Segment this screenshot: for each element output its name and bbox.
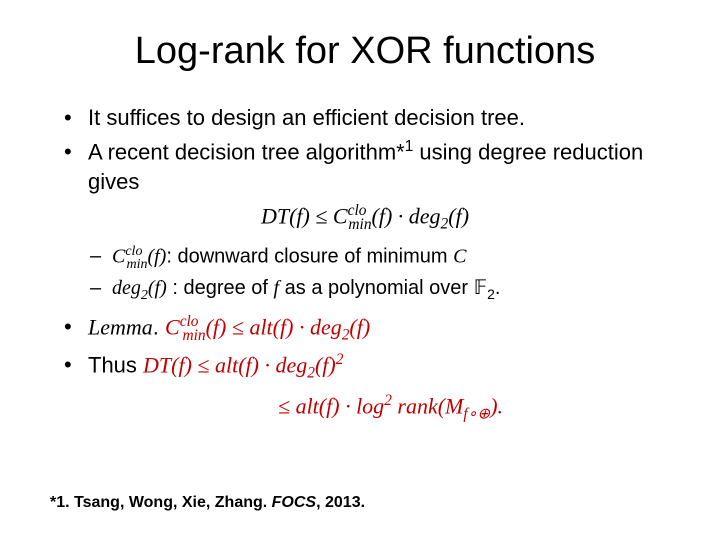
- s1-arg: (f): [147, 246, 166, 268]
- s2-arg: (f): [148, 277, 167, 299]
- sub-item-2: deg2(f) : degree of f as a polynomial ov…: [90, 274, 680, 306]
- thus-line2-mid: rank(M: [392, 393, 463, 418]
- formula1-sub1: min: [348, 216, 371, 233]
- s2-sub: 2: [141, 288, 148, 303]
- thus-line1-mid: (f): [315, 353, 336, 378]
- footnote-venue: FOCS: [272, 494, 316, 511]
- sub-item-1: Cclomin(f): downward closure of minimum …: [90, 242, 680, 274]
- s1-sub: min: [126, 257, 147, 272]
- thus-line2-sup: 2: [384, 392, 392, 409]
- s2-desc2: as a polynomial over: [279, 277, 474, 299]
- lemma-period: .: [153, 314, 165, 339]
- slide-title: Log-rank for XOR functions: [50, 30, 680, 73]
- thus-line1-lhs: DT(f) ≤ alt(f) · deg: [143, 353, 307, 378]
- bullet-1: It suffices to design an efficient decis…: [60, 103, 680, 133]
- s1-trail: C: [453, 246, 466, 268]
- thus-line2-container: ≤ alt(f) · log2 rank(Mf∘⊕).: [200, 389, 680, 426]
- sub-bullet-list: Cclomin(f): downward closure of minimum …: [90, 242, 680, 306]
- s1-sym: C: [112, 246, 125, 268]
- lemma-C: C: [165, 314, 180, 339]
- formula1-rhs: (f): [448, 204, 469, 229]
- bullet-2-text-pre: A recent decision tree algorithm*: [88, 139, 405, 164]
- footnote-year: , 2013.: [316, 494, 365, 511]
- thus-line1-sub: 2: [307, 365, 315, 382]
- bullet-2: A recent decision tree algorithm*1 using…: [60, 137, 680, 197]
- thus-line2-end: ).: [490, 393, 503, 418]
- footnote-marker: *1.: [50, 494, 74, 511]
- formula1-lhs: DT(f) ≤ C: [261, 204, 348, 229]
- s2-desc: : degree of: [167, 277, 274, 299]
- bullet-lemma: Lemma. Cclomin(f) ≤ alt(f) · deg2(f): [60, 312, 680, 347]
- s2-field-sub: 2: [487, 286, 495, 302]
- s2-sym: deg: [112, 277, 141, 299]
- s2-period: .: [495, 277, 501, 299]
- thus-line2: ≤ alt(f) · log2 rank(Mf∘⊕).: [278, 389, 680, 426]
- thus-line1-sup: 2: [336, 351, 344, 368]
- bullet-2-superscript: 1: [405, 138, 414, 155]
- thus-line2-sub: f∘⊕: [463, 406, 490, 423]
- formula1-mid: (f) · deg: [372, 204, 441, 229]
- s2-field: 𝔽: [474, 277, 487, 299]
- s1-desc: : downward closure of minimum: [166, 246, 453, 268]
- lemma-rhs: (f): [349, 314, 370, 339]
- lower-bullet-list: Lemma. Cclomin(f) ≤ alt(f) · deg2(f) Thu…: [60, 312, 680, 385]
- lemma-arg: (f) ≤ alt(f) · deg: [206, 314, 342, 339]
- footnote-authors: Tsang, Wong, Xie, Zhang.: [74, 494, 272, 511]
- main-bullet-list: It suffices to design an efficient decis…: [60, 103, 680, 196]
- formula-dt-bound: DT(f) ≤ Cclomin(f) · deg2(f): [50, 202, 680, 234]
- thus-label: Thus: [88, 353, 143, 378]
- lemma-label: Lemma: [88, 314, 153, 339]
- bullet-thus: Thus DT(f) ≤ alt(f) · deg2(f)2: [60, 350, 680, 385]
- thus-line2-pre: ≤ alt(f) · log: [278, 393, 384, 418]
- lemma-sub: min: [183, 327, 206, 344]
- footnote: *1. Tsang, Wong, Xie, Zhang. FOCS, 2013.: [50, 494, 365, 512]
